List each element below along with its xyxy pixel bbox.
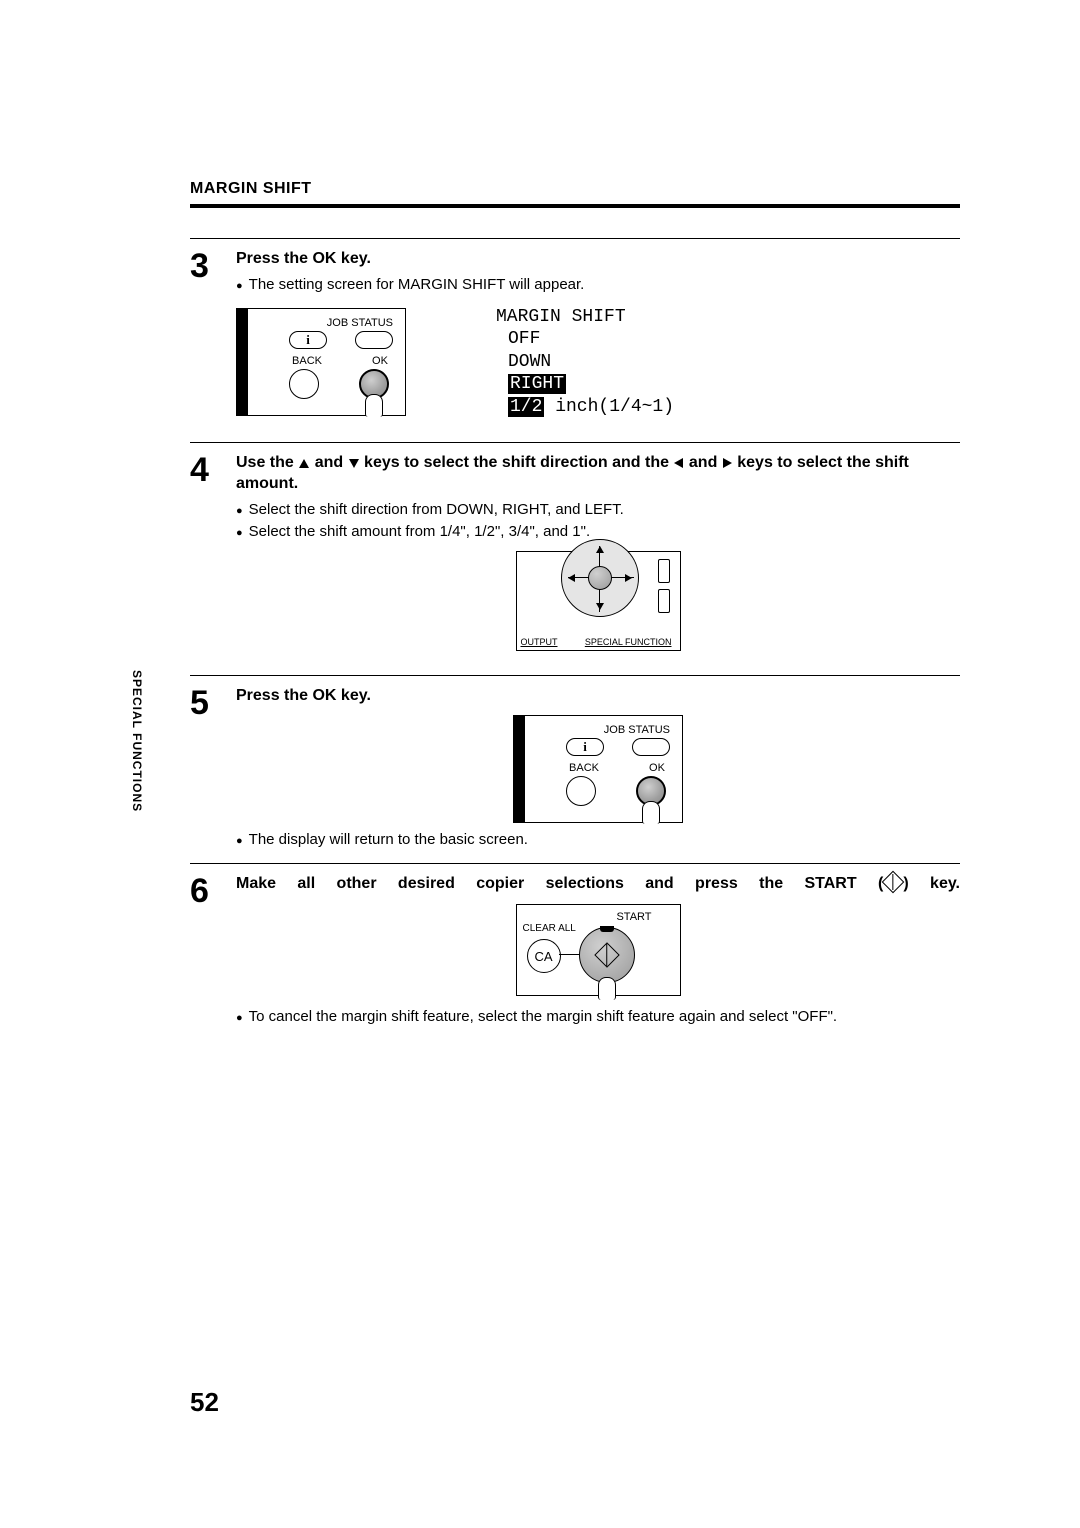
step-title: Press the OK key. — [236, 686, 960, 707]
dpad-left-icon — [568, 574, 575, 582]
finger-icon — [598, 977, 616, 1000]
step-body: Press the OK key. JOB STATUS i BACK OK — [236, 686, 960, 853]
lcd-display: MARGIN SHIFT OFF DOWN RIGHT 1/2 inch(1/4… — [496, 306, 674, 419]
dpad-bottom-labels: OUTPUT SPECIAL FUNCTION — [521, 637, 672, 647]
step-number: 4 — [190, 453, 218, 665]
back-label: BACK — [566, 762, 602, 774]
right-arrow-icon — [723, 458, 732, 468]
header-rule — [190, 204, 960, 208]
up-arrow-icon — [299, 459, 309, 468]
step-body: Use the and keys to select the shift dir… — [236, 453, 960, 665]
info-icon: i — [566, 738, 604, 756]
lcd-line: DOWN — [496, 351, 674, 374]
ok-button — [359, 369, 389, 399]
lcd-line: MARGIN SHIFT — [496, 306, 674, 329]
panel-left-bar — [237, 309, 248, 415]
control-panel-back-ok: JOB STATUS i BACK OK — [236, 308, 406, 416]
dpad-panel: OUTPUT SPECIAL FUNCTION — [516, 551, 681, 651]
side-tab: SPECIAL FUNCTIONS — [130, 670, 144, 812]
lcd-line: OFF — [496, 328, 674, 351]
step-6: 6 Make all other desired copier selectio… — [190, 874, 960, 1031]
ok-button — [636, 776, 666, 806]
start-vline — [606, 944, 608, 966]
rule-above-step-4 — [190, 442, 960, 443]
step-5: 5 Press the OK key. JOB STATUS i BACK OK — [190, 686, 960, 853]
down-arrow-icon — [349, 459, 359, 468]
left-arrow-icon — [674, 458, 683, 468]
job-status-label: JOB STATUS — [544, 724, 674, 736]
step-title: Use the and keys to select the shift dir… — [236, 453, 960, 495]
lcd-line-selected: RIGHT — [496, 373, 674, 396]
back-label: BACK — [289, 355, 325, 367]
job-status-button — [632, 738, 670, 756]
rule-above-step-6 — [190, 863, 960, 864]
rule-above-step-5 — [190, 675, 960, 676]
step-4: 4 Use the and keys to select the shift d… — [190, 453, 960, 665]
finger-icon — [642, 801, 660, 824]
manual-page: MARGIN SHIFT 3 Press the OK key. The set… — [0, 0, 1080, 1528]
dpad-ring — [561, 539, 639, 617]
dpad-down-icon — [596, 603, 604, 610]
start-button — [579, 927, 635, 983]
section-header: MARGIN SHIFT — [190, 180, 960, 204]
connector-line — [559, 954, 579, 955]
special-function-label: SPECIAL FUNCTION — [585, 637, 672, 647]
step-bullet: To cancel the margin shift feature, sele… — [236, 1008, 960, 1028]
dpad-up-icon — [596, 546, 604, 553]
lcd-line: 1/2 inch(1/4~1) — [496, 396, 674, 419]
step3-figure-row: JOB STATUS i BACK OK — [236, 306, 960, 419]
back-button — [566, 776, 596, 806]
control-panel-back-ok: JOB STATUS i BACK OK — [513, 715, 683, 823]
back-button — [289, 369, 319, 399]
start-panel: START CLEAR ALL CA — [516, 904, 681, 996]
start-diamond-icon — [882, 870, 905, 893]
step-number: 6 — [190, 874, 218, 1031]
step-title: Press the OK key. — [236, 249, 960, 270]
clear-all-label: CLEAR ALL — [523, 923, 576, 934]
output-label: OUTPUT — [521, 637, 558, 647]
step-bullet: The display will return to the basic scr… — [236, 831, 960, 851]
panel-left-bar — [514, 716, 525, 822]
dpad-center — [588, 566, 612, 590]
start-indicator — [600, 926, 614, 932]
rule-above-step-3 — [190, 238, 960, 239]
step-title: Make all other desired copier selections… — [236, 874, 960, 895]
step-bullet: Select the shift direction from DOWN, RI… — [236, 501, 960, 521]
step-number: 5 — [190, 686, 218, 853]
ok-label: OK — [365, 355, 395, 367]
start-label: START — [616, 911, 651, 923]
step-body: Make all other desired copier selections… — [236, 874, 960, 1031]
step-3: 3 Press the OK key. The setting screen f… — [190, 249, 960, 432]
ok-label: OK — [642, 762, 672, 774]
page-number: 52 — [190, 1387, 219, 1418]
step-bullet: The setting screen for MARGIN SHIFT will… — [236, 276, 960, 296]
panel-side-buttons — [658, 559, 670, 619]
job-status-label: JOB STATUS — [267, 317, 397, 329]
job-status-button — [355, 331, 393, 349]
step-number: 3 — [190, 249, 218, 432]
info-icon: i — [289, 331, 327, 349]
clear-all-button: CA — [527, 939, 561, 973]
step-body: Press the OK key. The setting screen for… — [236, 249, 960, 432]
finger-icon — [365, 394, 383, 417]
dpad-right-icon — [625, 574, 632, 582]
